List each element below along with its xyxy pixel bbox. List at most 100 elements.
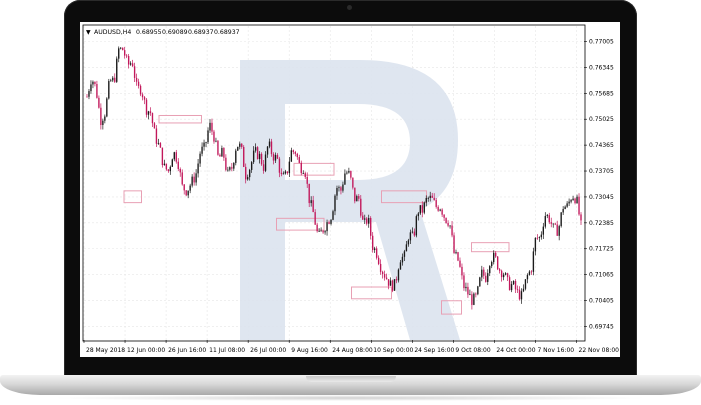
candle-body <box>373 248 376 250</box>
candle-body <box>425 198 427 203</box>
candle-body <box>352 177 354 188</box>
candle-body <box>302 173 304 174</box>
candle-body <box>187 190 189 196</box>
candle-body <box>250 162 253 170</box>
candle-body <box>574 198 576 204</box>
candle-body <box>221 148 223 157</box>
candle-body <box>532 251 535 272</box>
candle-body <box>159 142 162 148</box>
candle-body <box>195 173 197 183</box>
candle-body <box>362 215 364 220</box>
candle-body <box>493 252 495 263</box>
candle-body <box>377 257 380 264</box>
candle-body <box>231 167 233 169</box>
candle-body <box>320 230 322 232</box>
candle-body <box>489 266 491 274</box>
candle-body <box>141 94 144 98</box>
candle-body <box>282 173 285 175</box>
candle-body <box>463 275 465 289</box>
candle-body <box>217 140 219 155</box>
x-tick-label: 28 May 2018 <box>86 347 125 354</box>
y-tick-label: 0.72385 <box>589 220 614 227</box>
candle-body <box>516 289 519 291</box>
candle-body <box>171 159 173 167</box>
candle-body <box>540 234 543 238</box>
candle-body <box>356 196 358 202</box>
candle-body <box>506 273 509 278</box>
x-tick-label: 10 Sep 00:00 <box>373 347 413 354</box>
highlight-zone-box <box>441 300 462 315</box>
candle-body <box>485 275 487 282</box>
candle-body <box>465 286 467 289</box>
candle-body <box>272 154 275 161</box>
candle-body <box>173 152 175 160</box>
price-candles <box>86 46 582 310</box>
candle-body <box>241 143 243 147</box>
candle-body <box>445 217 447 224</box>
candle-body <box>524 279 527 289</box>
candle-body <box>330 219 332 224</box>
y-tick-label: 0.74365 <box>589 142 614 149</box>
candle-body <box>572 198 574 201</box>
candle-body <box>481 269 483 278</box>
candle-body <box>576 196 578 204</box>
candle-body <box>163 163 166 166</box>
candle-body <box>169 166 172 172</box>
candle-body <box>292 150 295 153</box>
candle-body <box>125 55 128 57</box>
candle-body <box>116 58 118 82</box>
candle-body <box>270 141 273 155</box>
candle-body <box>534 237 537 252</box>
candle-body <box>316 224 318 232</box>
candle-body <box>284 171 287 174</box>
chart-window[interactable]: 0.77005 0.76345 0.75685 0.75025 0.74365 0.737… <box>80 22 620 357</box>
candle-body <box>423 202 425 213</box>
candle-body <box>114 77 116 82</box>
candle-body <box>368 217 370 224</box>
candle-body <box>375 248 378 258</box>
candle-body <box>106 98 108 117</box>
candle-body <box>328 222 330 224</box>
candle-body <box>383 274 386 278</box>
chart-menu-arrow-icon[interactable]: ▼ <box>86 29 91 36</box>
candle-body <box>298 157 300 163</box>
candle-body <box>207 130 209 143</box>
candle-body <box>167 169 170 172</box>
y-tick-label: 0.75025 <box>589 116 614 123</box>
candle-body <box>157 142 160 144</box>
candle-body <box>391 280 394 291</box>
candle-body <box>276 154 279 159</box>
y-tick-label: 0.71725 <box>589 246 614 253</box>
candle-body <box>264 154 267 171</box>
time-axis: 28 May 2018 12 Jun 00:00 26 Jun 16:00 11 Ju… <box>83 340 620 354</box>
candle-body <box>479 277 481 287</box>
candle-body <box>496 256 499 270</box>
candle-body <box>457 252 459 261</box>
candle-body <box>564 206 566 210</box>
candle-body <box>229 167 231 170</box>
x-tick-label: 24 Oct 00:00 <box>496 347 535 354</box>
x-tick-label: 9 Aug 16:00 <box>291 347 328 354</box>
candle-body <box>421 205 423 213</box>
candle-body <box>86 96 88 98</box>
candle-body <box>191 176 193 186</box>
y-tick-label: 0.77005 <box>589 39 614 46</box>
candle-body <box>308 183 310 204</box>
candle-body <box>104 116 106 121</box>
plot-area-border <box>82 24 586 342</box>
candle-body <box>366 218 368 224</box>
ohlc-open: 0.68955 <box>136 29 162 36</box>
highlight-zone-box <box>276 217 325 231</box>
candle-body <box>256 147 259 160</box>
candlestick-chart[interactable]: 0.77005 0.76345 0.75685 0.75025 0.74365 0.737… <box>80 22 620 357</box>
candle-body <box>227 169 229 171</box>
candle-body <box>354 187 356 202</box>
candle-body <box>451 225 453 236</box>
candle-body <box>461 266 463 276</box>
candle-body <box>570 200 572 202</box>
candle-body <box>371 235 374 250</box>
candle-body <box>245 166 247 180</box>
x-tick-label: 22 Nov 08:00 <box>579 347 620 354</box>
candle-body <box>149 111 152 114</box>
candle-body <box>348 171 350 173</box>
